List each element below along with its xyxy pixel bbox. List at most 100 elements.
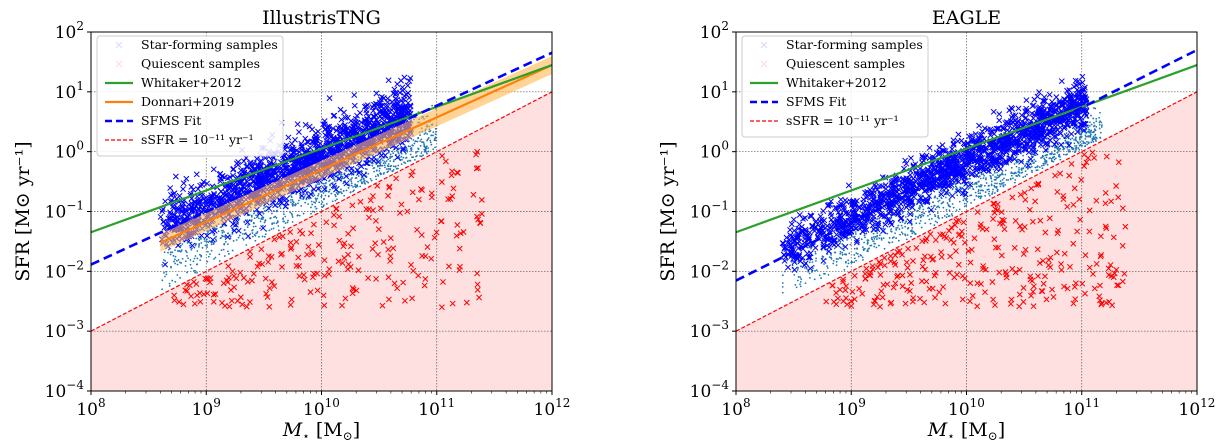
main-sequence-point <box>899 228 901 230</box>
main-sequence-point <box>314 202 316 204</box>
main-sequence-point <box>1091 132 1093 134</box>
main-sequence-point <box>911 224 913 226</box>
main-sequence-point <box>271 222 273 224</box>
main-sequence-point <box>395 165 397 167</box>
main-sequence-point <box>968 178 970 180</box>
main-sequence-point <box>1065 154 1067 156</box>
main-sequence-point <box>1046 156 1048 158</box>
main-sequence-point <box>854 248 856 250</box>
main-sequence-point <box>411 147 413 149</box>
main-sequence-point <box>964 205 966 207</box>
main-sequence-point <box>314 211 316 213</box>
main-sequence-point <box>853 261 855 263</box>
star-forming-point <box>189 184 194 189</box>
main-sequence-point <box>310 213 312 215</box>
main-sequence-point <box>190 249 192 251</box>
main-sequence-point <box>1091 124 1093 126</box>
main-sequence-point <box>287 220 289 222</box>
star-forming-point <box>352 92 357 97</box>
main-sequence-point <box>377 175 379 177</box>
main-sequence-point <box>206 241 208 243</box>
main-sequence-point <box>806 268 808 270</box>
main-sequence-point <box>421 152 423 154</box>
main-sequence-point <box>1087 136 1089 138</box>
main-sequence-point <box>860 255 862 257</box>
main-sequence-point <box>273 210 275 212</box>
main-sequence-point <box>1031 171 1033 173</box>
main-sequence-point <box>876 238 878 240</box>
main-sequence-point <box>429 140 431 142</box>
main-sequence-point <box>920 220 922 222</box>
main-sequence-point <box>1006 179 1008 181</box>
main-sequence-point <box>797 269 799 271</box>
main-sequence-point <box>907 213 909 215</box>
main-sequence-point <box>414 141 416 143</box>
main-sequence-point <box>988 185 990 187</box>
main-sequence-point <box>932 201 934 203</box>
star-forming-point <box>1080 74 1085 79</box>
main-sequence-point <box>979 192 981 194</box>
main-sequence-point <box>874 238 876 240</box>
main-sequence-point <box>417 137 419 139</box>
main-sequence-point <box>191 267 193 269</box>
star-forming-point <box>402 75 407 80</box>
main-sequence-point <box>329 185 331 187</box>
main-sequence-point <box>352 186 354 188</box>
main-sequence-point <box>840 241 842 243</box>
main-sequence-point <box>370 178 372 180</box>
main-sequence-point <box>259 227 261 229</box>
main-sequence-point <box>1025 170 1027 172</box>
main-sequence-point <box>1051 152 1053 154</box>
star-forming-point <box>158 214 163 219</box>
main-sequence-point <box>180 245 182 247</box>
main-sequence-point <box>307 203 309 205</box>
main-sequence-point <box>1027 168 1029 170</box>
star-forming-point <box>1059 79 1064 84</box>
star-forming-point <box>341 110 346 115</box>
main-sequence-point <box>911 227 913 229</box>
main-sequence-point <box>401 159 403 161</box>
main-sequence-point <box>1033 159 1035 161</box>
star-forming-point <box>211 167 216 172</box>
main-sequence-point <box>965 199 967 201</box>
main-sequence-point <box>336 198 338 200</box>
star-forming-point <box>273 203 278 208</box>
main-sequence-point <box>992 174 994 176</box>
main-sequence-point <box>314 194 316 196</box>
main-sequence-point <box>977 190 979 192</box>
main-sequence-point <box>1089 132 1091 134</box>
main-sequence-point <box>350 180 352 182</box>
main-sequence-point <box>816 269 818 271</box>
main-sequence-point <box>391 170 393 172</box>
main-sequence-point <box>206 261 208 263</box>
main-sequence-point <box>979 186 981 188</box>
main-sequence-point <box>1056 152 1058 154</box>
main-sequence-point <box>959 208 961 210</box>
star-forming-point <box>161 219 166 224</box>
main-sequence-point <box>1018 169 1020 171</box>
main-sequence-point <box>902 212 904 214</box>
main-sequence-point <box>864 236 866 238</box>
main-sequence-point <box>426 145 428 147</box>
main-sequence-point <box>419 134 421 136</box>
main-sequence-point <box>423 149 425 151</box>
main-sequence-point <box>198 246 200 248</box>
star-forming-point <box>803 261 808 266</box>
chart-title: IllustrisTNG <box>262 7 381 29</box>
main-sequence-point <box>262 236 264 238</box>
main-sequence-point <box>338 174 340 176</box>
main-sequence-point <box>417 148 419 150</box>
main-sequence-point <box>318 193 320 195</box>
main-sequence-point <box>292 221 294 223</box>
main-sequence-point <box>420 155 422 157</box>
main-sequence-point <box>911 229 913 231</box>
main-sequence-point <box>1088 129 1090 131</box>
main-sequence-point <box>170 251 172 253</box>
main-sequence-point <box>1020 172 1022 174</box>
main-sequence-point <box>435 137 437 139</box>
main-sequence-point <box>388 152 390 154</box>
main-sequence-point <box>991 185 993 187</box>
main-sequence-point <box>876 236 878 238</box>
